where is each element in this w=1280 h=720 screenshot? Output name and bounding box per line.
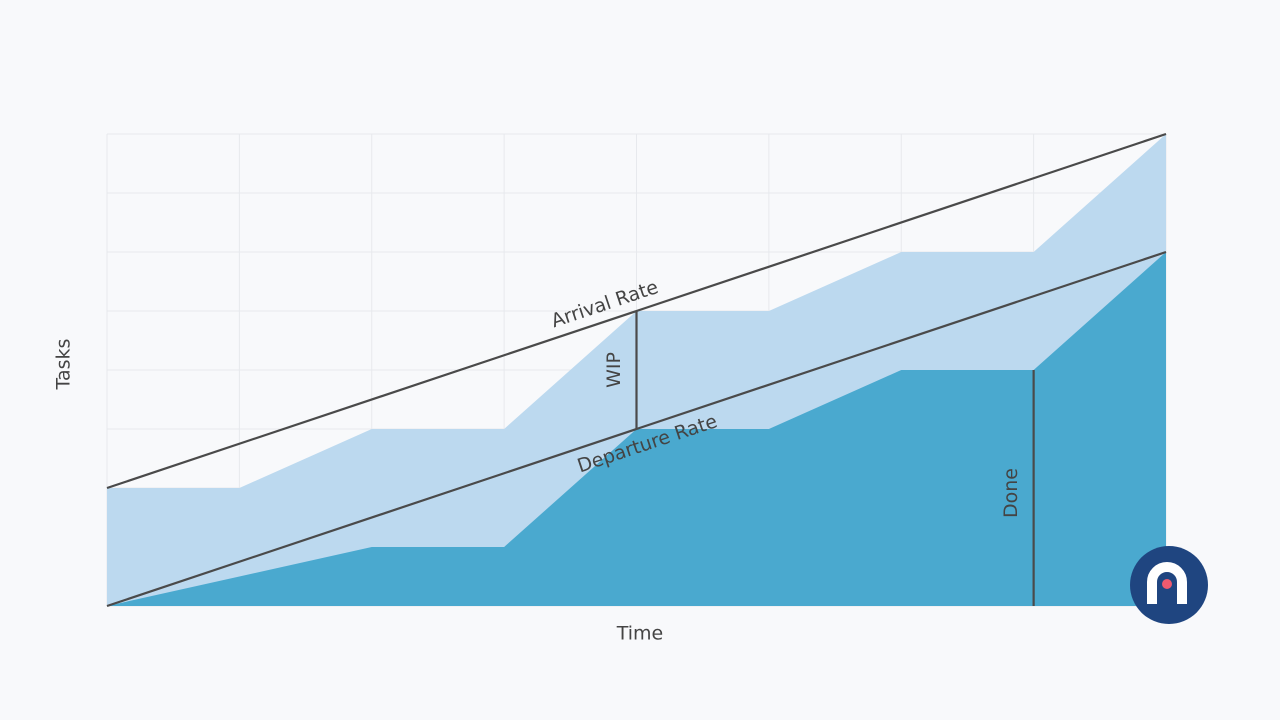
annotation-label: Done [1000, 468, 1022, 518]
logo-n [1147, 562, 1187, 604]
logo-dot [1162, 579, 1172, 589]
logo [1130, 546, 1208, 624]
annotation-label: WIP [603, 352, 625, 388]
y-axis-label: Tasks [53, 339, 75, 391]
x-axis-label: Time [616, 623, 664, 645]
